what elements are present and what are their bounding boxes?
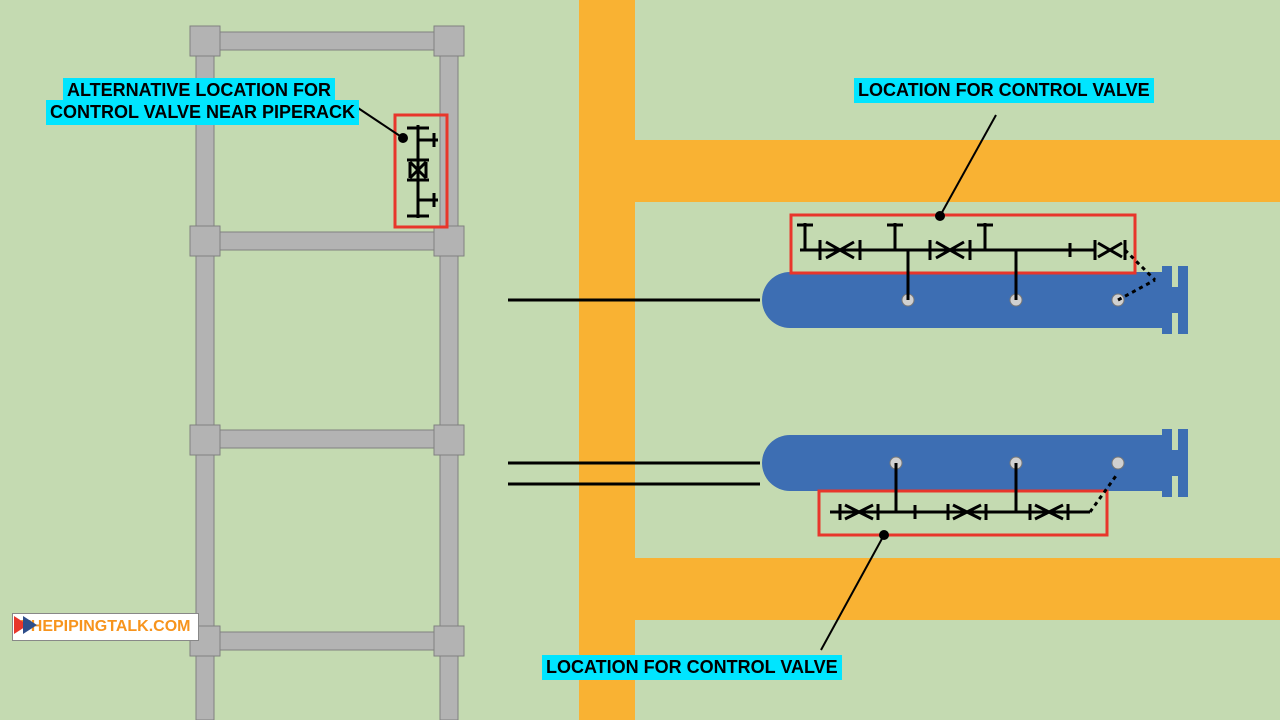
vessel-top xyxy=(762,266,1188,334)
watermark-text: THEPIPINGTALK.COM xyxy=(21,618,190,636)
watermark-icon xyxy=(13,614,39,636)
yellow-platform-top xyxy=(635,140,1280,202)
yellow-column xyxy=(579,0,635,720)
watermark: THEPIPINGTALK.COM xyxy=(12,613,199,641)
vessel-bottom xyxy=(762,429,1188,497)
label-location-top: LOCATION FOR CONTROL VALVE xyxy=(854,78,1154,103)
label-alt-location-2: CONTROL VALVE NEAR PIPERACK xyxy=(46,100,359,125)
label-location-bottom: LOCATION FOR CONTROL VALVE xyxy=(542,655,842,680)
yellow-platform-bottom xyxy=(635,558,1280,620)
